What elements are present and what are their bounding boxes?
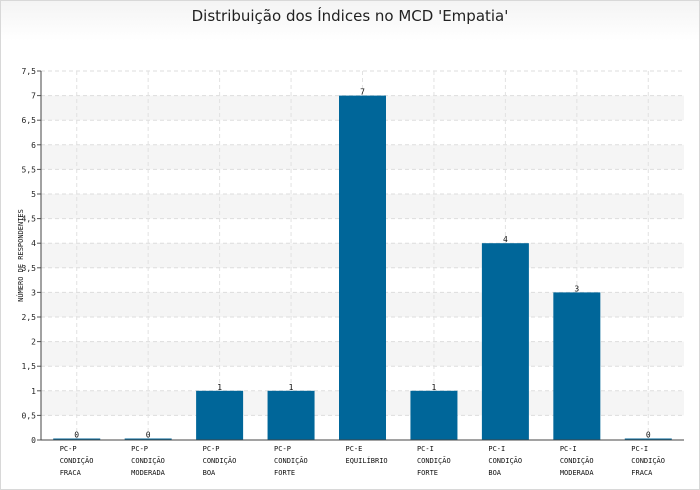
bar xyxy=(481,243,529,440)
y-tick-label: 6 xyxy=(31,141,36,150)
x-tick-label: PC-P xyxy=(203,445,220,453)
x-tick-label: CONDIÇÃO xyxy=(631,456,665,465)
y-tick-label: 0 xyxy=(31,436,36,445)
x-tick-label: FRACA xyxy=(631,469,653,477)
x-tick-label: PC-I xyxy=(488,445,505,453)
x-tick-label: PC-P xyxy=(274,445,291,453)
x-tick-label: MODERADA xyxy=(131,469,166,477)
data-label: 0 xyxy=(74,431,79,440)
y-tick-label: 1 xyxy=(31,387,36,396)
y-tick-label: 5 xyxy=(31,190,36,199)
y-tick-label: 1,5 xyxy=(22,362,37,371)
x-tick-label: PC-I xyxy=(631,445,648,453)
x-tick-label: CONDIÇÃO xyxy=(203,456,237,465)
y-tick-label: 3 xyxy=(31,288,36,297)
bar xyxy=(624,438,672,440)
x-tick-label: PC-E xyxy=(346,445,363,453)
x-tick-label: BOA xyxy=(203,469,216,477)
x-tick-label: BOA xyxy=(488,469,501,477)
data-label: 4 xyxy=(503,235,508,244)
bar xyxy=(339,95,386,440)
y-tick-label: 4 xyxy=(31,239,36,248)
x-tick-label: MODERADA xyxy=(560,469,595,477)
x-tick-label: CONDIÇÃO xyxy=(488,456,522,465)
y-tick-label: 6,5 xyxy=(22,116,37,125)
y-tick-label: 7 xyxy=(31,92,36,101)
x-tick-label: PC-P xyxy=(60,445,77,453)
x-tick-label: EQUILÍBRIO xyxy=(346,456,388,465)
y-tick-label: 3,5 xyxy=(22,264,37,273)
bar xyxy=(553,292,601,440)
data-label: 1 xyxy=(432,383,437,392)
y-tick-label: 7,5 xyxy=(22,67,37,76)
bar xyxy=(196,390,244,440)
bar xyxy=(267,390,315,440)
bar xyxy=(53,438,101,440)
data-label: 7 xyxy=(360,88,365,97)
y-tick-label: 5,5 xyxy=(22,165,37,174)
bar xyxy=(410,390,458,440)
data-label: 0 xyxy=(146,431,151,440)
x-tick-label: FORTE xyxy=(274,469,295,477)
data-label: 1 xyxy=(289,383,294,392)
x-tick-label: CONDIÇÃO xyxy=(131,456,165,465)
x-tick-label: FORTE xyxy=(417,469,438,477)
x-tick-label: FRACA xyxy=(60,469,82,477)
x-tick-label: CONDIÇÃO xyxy=(60,456,94,465)
chart-title: Distribuição dos Índices no MCD 'Empatia… xyxy=(191,7,509,25)
x-tick-label: CONDIÇÃO xyxy=(417,456,451,465)
x-tick-label: CONDIÇÃO xyxy=(274,456,308,465)
x-tick-label: PC-P xyxy=(131,445,148,453)
y-axis-label: NÚMERO DE RESPONDENTES xyxy=(16,209,25,302)
data-label: 3 xyxy=(574,284,579,293)
bar xyxy=(124,438,172,440)
x-tick-label: CONDIÇÃO xyxy=(560,456,594,465)
x-tick-label: PC-I xyxy=(560,445,577,453)
y-tick-label: 2 xyxy=(31,338,36,347)
y-tick-label: 4,5 xyxy=(22,215,37,224)
y-tick-label: 0,5 xyxy=(22,411,37,420)
data-label: 1 xyxy=(217,383,222,392)
data-label: 0 xyxy=(646,431,651,440)
x-tick-label: PC-I xyxy=(417,445,434,453)
y-tick-label: 2,5 xyxy=(22,313,37,322)
